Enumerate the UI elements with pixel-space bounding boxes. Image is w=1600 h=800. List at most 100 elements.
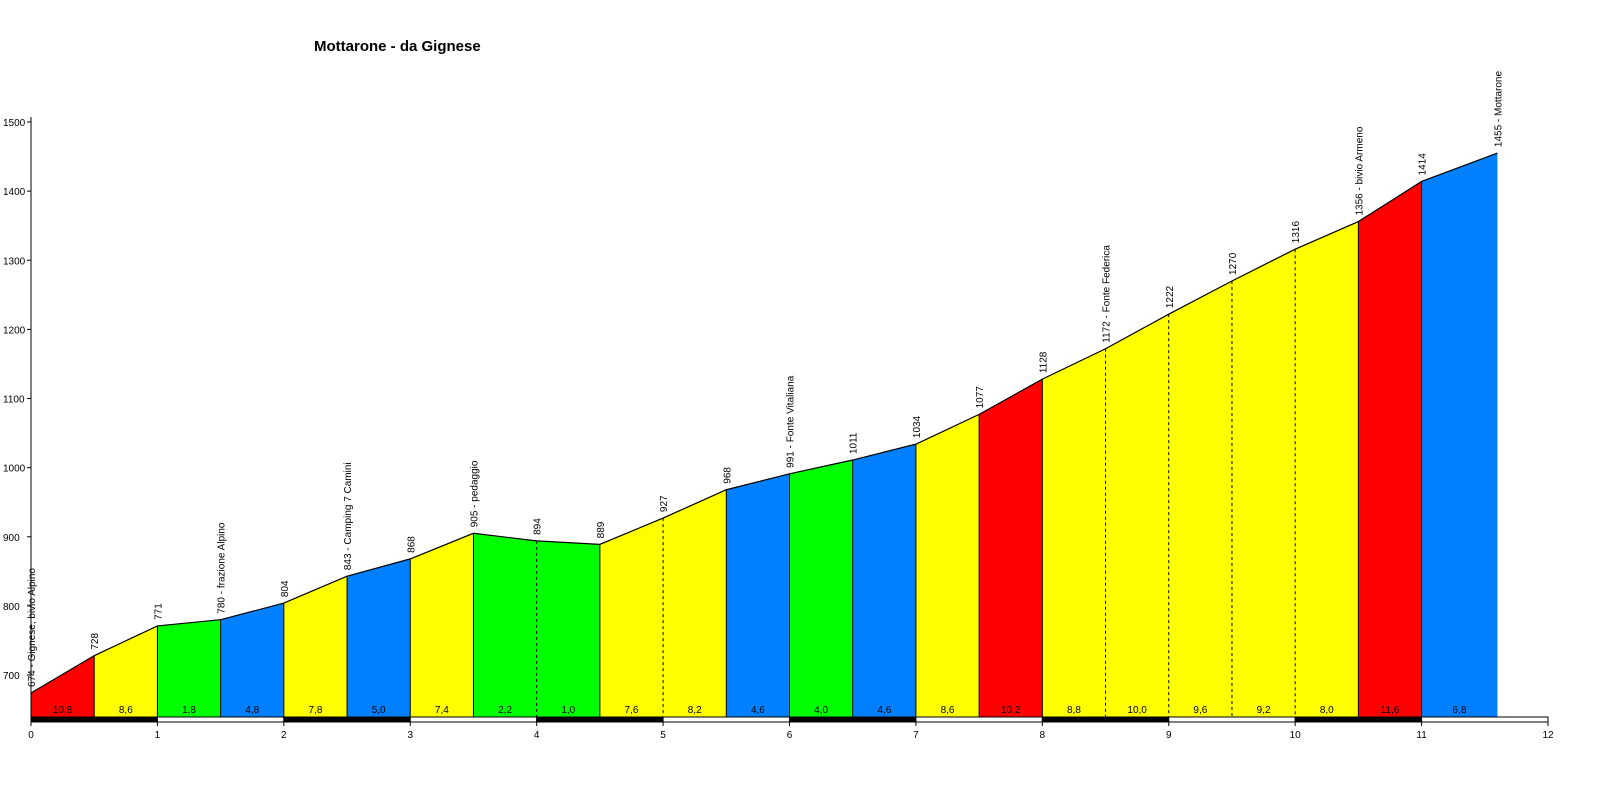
km-scale-block	[1421, 716, 1549, 723]
gradient-label: 5,0	[372, 705, 386, 716]
km-scale-block	[789, 716, 917, 723]
gradient-label: 7,4	[435, 705, 449, 716]
y-tick-label: 1200	[3, 325, 26, 336]
gradient-label: 4,6	[877, 705, 891, 716]
x-tick-label: 11	[1416, 730, 1427, 741]
gradient-label: 6,8	[1453, 705, 1467, 716]
gradient-label: 7,6	[625, 705, 639, 716]
segment-area	[283, 576, 348, 717]
km-scale-bar: 0 1 2 3 4 5 6 7 8 9 10 11 12	[28, 716, 1554, 741]
gradient-label: 4,6	[751, 705, 765, 716]
segment-fills	[31, 153, 1498, 718]
x-tick-label: 3	[407, 730, 413, 741]
x-tick-label: 2	[281, 730, 287, 741]
km-scale-block	[915, 716, 1043, 723]
gradient-label: 8,6	[119, 705, 133, 716]
gradient-label: 9,2	[1257, 705, 1271, 716]
gradient-label: 10,0	[1127, 705, 1147, 716]
km-scale-block	[536, 716, 664, 723]
segment-area	[1168, 280, 1232, 717]
segment-dividers	[93, 181, 1423, 717]
altitude-label: 1316	[1291, 221, 1302, 244]
segment-area	[157, 619, 221, 717]
altitude-label: 674 - Gignese, bivio Alpino	[27, 568, 38, 687]
altitude-label: 1270	[1228, 252, 1239, 275]
gradient-label: 7,8	[308, 705, 322, 716]
y-tick-label: 1100	[3, 395, 25, 406]
gradient-label: 8,8	[1067, 705, 1081, 716]
segment-area	[410, 533, 474, 717]
axes: 700 800 900 1000 1100 1200 1300 1400 1500	[3, 117, 32, 717]
segment-area	[1231, 249, 1296, 717]
altitude-label: 804	[280, 580, 291, 597]
y-tick-label: 1300	[3, 256, 26, 267]
segment-area	[347, 558, 411, 717]
profile-line	[30, 152, 1498, 694]
x-tick-label: 5	[660, 730, 666, 741]
segment-area	[852, 444, 916, 717]
segment-area	[94, 625, 158, 717]
gradient-label: 4,0	[814, 705, 828, 716]
gradient-label: 10,8	[53, 705, 73, 716]
altitude-label: 1414	[1418, 153, 1429, 176]
altitude-label: 1034	[912, 415, 923, 438]
x-tick-label: 12	[1542, 730, 1554, 741]
y-tick-label: 1500	[3, 118, 26, 129]
x-tick-label: 6	[787, 730, 793, 741]
km-scale-block	[1294, 716, 1423, 723]
segment-area	[1105, 314, 1169, 717]
x-tick-label: 7	[913, 730, 919, 741]
gradient-label: 10,2	[1001, 705, 1021, 716]
gradient-label: 8,2	[688, 705, 702, 716]
altitude-label: 1128	[1038, 351, 1049, 373]
altitude-label: 968	[722, 467, 733, 484]
segment-area	[220, 603, 284, 717]
x-tick-label: 0	[28, 730, 34, 741]
km-scale-block	[1041, 716, 1170, 723]
segment-area	[1358, 181, 1422, 717]
y-tick-label: 700	[3, 671, 20, 682]
altitude-label: 991 - Fonte Vitaliana	[786, 375, 797, 468]
x-tick-label: 9	[1166, 730, 1172, 741]
gradient-label: 8,0	[1320, 705, 1334, 716]
gradient-labels: 10,8 8,6 1,8 4,8 7,8 5,0 7,4 2,2 1,0 7,6 8,2 4,6 4,0…	[53, 705, 1467, 716]
segment-area	[915, 414, 980, 717]
gradient-label: 1,8	[182, 705, 196, 716]
altitude-labels: 674 - Gignese, bivio Alpino 728 771 780 - f…	[27, 71, 1504, 687]
gradient-label: 4,8	[245, 705, 259, 716]
km-scale-block	[156, 716, 285, 723]
altitude-label: 1356 - bivio Armeno	[1354, 126, 1365, 215]
chart-title: Mottarone - da Gignese	[314, 38, 481, 55]
altitude-label: 728	[90, 633, 101, 650]
km-scale-block	[283, 716, 411, 723]
segment-area	[726, 473, 790, 717]
altitude-label: 927	[659, 495, 670, 512]
x-tick-label: 4	[534, 730, 540, 741]
altitude-label: 780 - frazione Alpino	[217, 522, 228, 614]
altitude-label: 1172 - Fonte Federica	[1102, 245, 1113, 343]
altitude-label: 1011	[849, 432, 860, 454]
y-tick-label: 900	[3, 533, 20, 544]
altitude-label: 889	[596, 521, 607, 538]
segment-area	[536, 540, 600, 717]
y-tick-label: 800	[3, 602, 20, 613]
x-tick-label: 1	[155, 730, 161, 741]
x-tick-label: 8	[1040, 730, 1046, 741]
segment-area	[789, 460, 853, 717]
gradient-label: 2,2	[498, 705, 512, 716]
gradient-label: 1,0	[561, 705, 575, 716]
gradient-label: 11,6	[1381, 705, 1400, 716]
km-scale-block	[30, 716, 158, 723]
altitude-label: 1455 - Mottarone	[1493, 71, 1504, 148]
altitude-label: 894	[533, 518, 544, 535]
y-tick-label: 1400	[3, 187, 26, 198]
gradient-label: 9,6	[1193, 705, 1207, 716]
altitude-label: 1222	[1165, 285, 1176, 308]
segment-area	[663, 489, 727, 717]
altitude-label: 905 - pedaggio	[469, 460, 480, 527]
km-scale-block	[409, 716, 538, 723]
segment-area	[473, 533, 537, 717]
gradient-label: 8,6	[941, 705, 955, 716]
x-tick-label: 10	[1290, 730, 1302, 741]
